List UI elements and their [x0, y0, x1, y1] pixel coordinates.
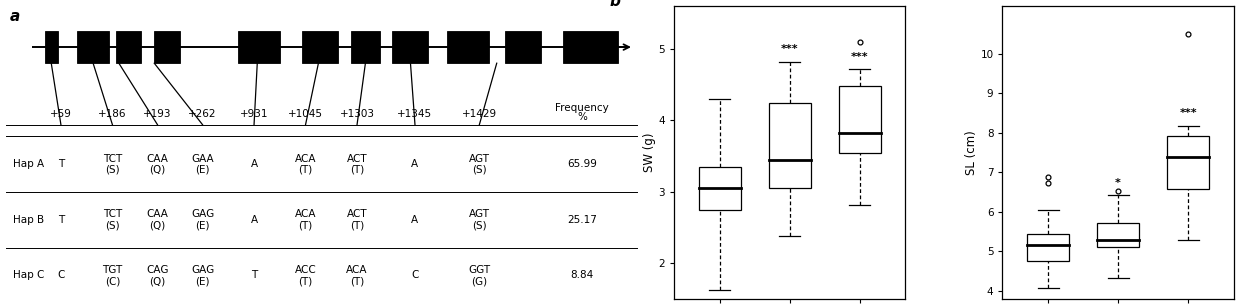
Text: +931: +931 — [239, 109, 268, 119]
Text: A: A — [412, 215, 419, 225]
Text: 65.99: 65.99 — [568, 159, 598, 169]
Text: C: C — [412, 271, 419, 281]
Text: Hap B: Hap B — [12, 215, 43, 225]
Text: TCT
(S): TCT (S) — [103, 154, 122, 175]
Bar — [505, 31, 541, 63]
Text: T: T — [58, 215, 64, 225]
Bar — [769, 102, 811, 188]
Bar — [115, 31, 141, 63]
Bar — [77, 31, 109, 63]
Text: +1429: +1429 — [461, 109, 497, 119]
Text: +1345: +1345 — [397, 109, 433, 119]
Text: ACA
(T): ACA (T) — [295, 209, 316, 231]
Text: T: T — [250, 271, 257, 281]
Y-axis label: SL (cm): SL (cm) — [965, 130, 977, 175]
Text: GAA
(E): GAA (E) — [191, 154, 213, 175]
Text: A: A — [250, 159, 258, 169]
Text: +262: +262 — [188, 109, 217, 119]
Text: ACA
(T): ACA (T) — [346, 265, 368, 286]
Bar — [154, 31, 180, 63]
Text: Hap A: Hap A — [12, 159, 43, 169]
Bar — [698, 167, 740, 210]
Bar — [1097, 223, 1140, 247]
Text: Frequency: Frequency — [556, 103, 609, 113]
Bar — [45, 31, 58, 63]
Text: AGT
(S): AGT (S) — [469, 154, 490, 175]
Text: +59: +59 — [50, 109, 72, 119]
Text: A: A — [250, 215, 258, 225]
Text: 8.84: 8.84 — [570, 271, 594, 281]
Text: +1045: +1045 — [288, 109, 324, 119]
Y-axis label: SW (g): SW (g) — [642, 133, 656, 172]
Text: GGT
(G): GGT (G) — [469, 265, 490, 286]
Text: a: a — [10, 9, 20, 24]
Text: CAA
(Q): CAA (Q) — [146, 209, 169, 231]
Text: %: % — [578, 112, 588, 122]
Text: GAG
(E): GAG (E) — [191, 209, 215, 231]
Text: CAG
(Q): CAG (Q) — [146, 265, 169, 286]
Text: ACT
(T): ACT (T) — [347, 154, 367, 175]
Text: +186: +186 — [98, 109, 126, 119]
Text: ACT
(T): ACT (T) — [347, 209, 367, 231]
Bar — [448, 31, 489, 63]
Text: Hap C: Hap C — [12, 271, 43, 281]
Text: 25.17: 25.17 — [568, 215, 598, 225]
Bar — [1167, 136, 1209, 189]
Text: T: T — [58, 159, 64, 169]
Text: *: * — [1115, 178, 1121, 188]
Bar — [238, 31, 280, 63]
Text: C: C — [57, 271, 64, 281]
Text: ***: *** — [1179, 108, 1197, 118]
Bar — [838, 86, 880, 152]
Bar — [392, 31, 428, 63]
Text: +1303: +1303 — [340, 109, 374, 119]
Text: ***: *** — [781, 45, 799, 55]
Bar — [1027, 234, 1069, 261]
Text: CAA
(Q): CAA (Q) — [146, 154, 169, 175]
Text: TCT
(S): TCT (S) — [103, 209, 122, 231]
Bar — [351, 31, 379, 63]
Text: b: b — [609, 0, 620, 9]
Text: ***: *** — [851, 52, 868, 62]
Text: A: A — [412, 159, 419, 169]
Text: ACC
(T): ACC (T) — [295, 265, 316, 286]
Bar — [563, 31, 618, 63]
Bar — [303, 31, 337, 63]
Text: GAG
(E): GAG (E) — [191, 265, 215, 286]
Text: +193: +193 — [144, 109, 171, 119]
Text: TGT
(C): TGT (C) — [102, 265, 123, 286]
Text: ACA
(T): ACA (T) — [295, 154, 316, 175]
Text: AGT
(S): AGT (S) — [469, 209, 490, 231]
